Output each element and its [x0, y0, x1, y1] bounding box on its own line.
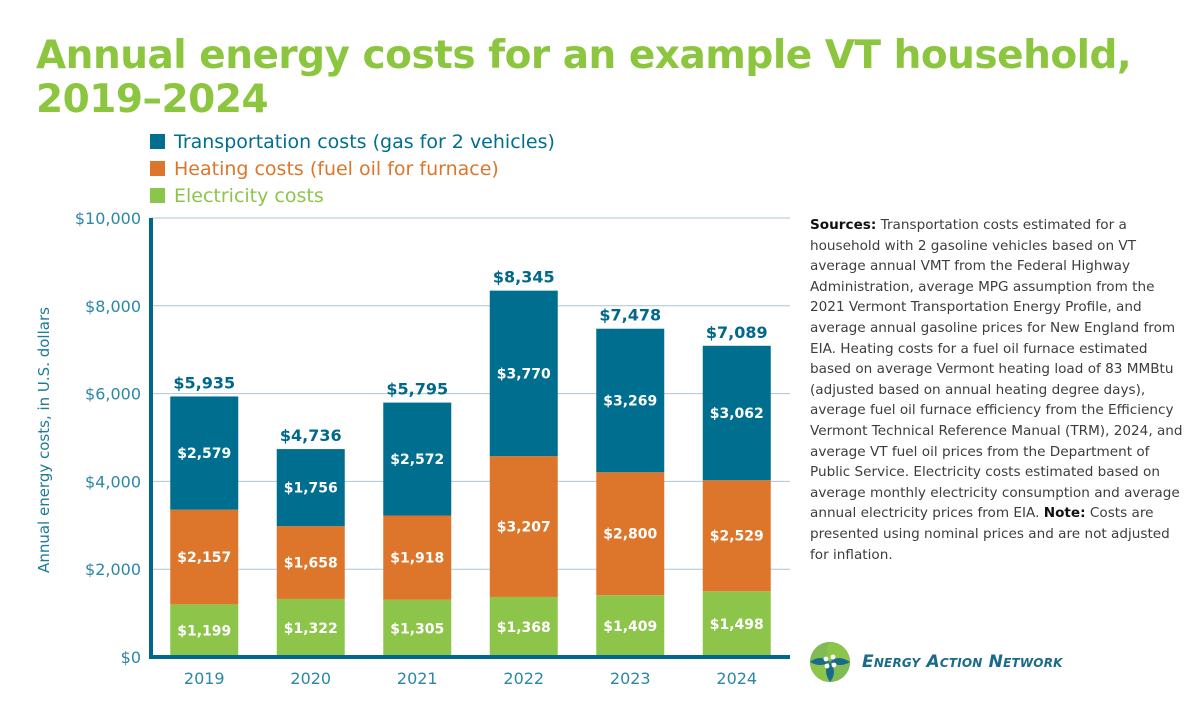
- total-value-label: $8,345: [493, 268, 555, 287]
- legend-swatch-electricity: [150, 188, 165, 203]
- gridlines: [151, 217, 790, 570]
- bar-segment-electricity: [383, 599, 452, 657]
- y-tick-label: $8,000: [85, 297, 141, 316]
- segment-value-label: $2,579: [177, 446, 231, 462]
- bar-segment-electricity: [170, 604, 239, 657]
- segment-value-label: $3,269: [603, 393, 657, 409]
- legend: Transportation costs (gas for 2 vehicles…: [150, 128, 555, 209]
- sources-text: Transportation costs estimated for a hou…: [810, 217, 1183, 522]
- sources-note: Sources: Transportation costs estimated …: [810, 215, 1190, 565]
- segment-value-label: $3,062: [710, 406, 764, 422]
- segment-value-label: $1,918: [390, 551, 444, 567]
- bar-segment-heating: [702, 480, 771, 592]
- legend-item-electricity: Electricity costs: [150, 182, 555, 209]
- bars: [170, 290, 771, 657]
- bar-segment-transportation: [383, 402, 452, 516]
- axes: $0 $2,000 $4,000 $6,000 $8,000 $10,000 2019 202…: [75, 209, 790, 688]
- bar-segment-heating: [596, 472, 665, 596]
- bar-labels: $1,199 $2,157 $2,579 $5,935 $1,322 $1,658 $1,7…: [173, 268, 767, 640]
- segment-value-label: $1,199: [177, 624, 231, 640]
- segment-value-label: $1,658: [284, 556, 338, 572]
- legend-item-heating: Heating costs (fuel oil for furnace): [150, 155, 555, 182]
- bar-segment-electricity: [276, 598, 345, 657]
- segment-value-label: $2,572: [390, 452, 444, 468]
- legend-label-electricity: Electricity costs: [174, 184, 324, 207]
- total-value-label: $5,795: [386, 380, 448, 399]
- x-tick-label: 2019: [184, 669, 225, 688]
- segment-value-label: $1,756: [284, 481, 338, 497]
- legend-label-transportation: Transportation costs (gas for 2 vehicles…: [174, 130, 555, 153]
- segment-value-label: $3,207: [497, 520, 551, 536]
- x-tick-label: 2023: [610, 669, 651, 688]
- y-tick-label: $2,000: [85, 560, 141, 579]
- ean-pinwheel-logo-icon: [810, 642, 850, 682]
- legend-swatch-transportation: [150, 134, 165, 149]
- total-value-label: $4,736: [280, 426, 342, 445]
- segment-value-label: $3,770: [497, 366, 551, 382]
- segment-value-label: $1,322: [284, 621, 338, 637]
- y-tick-label: $10,000: [75, 209, 141, 228]
- legend-label-heating: Heating costs (fuel oil for furnace): [174, 157, 499, 180]
- total-value-label: $7,089: [706, 323, 768, 342]
- total-value-label: $7,478: [599, 306, 661, 325]
- note-text: Costs are presented using nominal prices…: [810, 505, 1170, 563]
- chart-title: Annual energy costs for an example VT ho…: [36, 33, 1132, 122]
- bar-segment-transportation: [170, 396, 239, 510]
- x-tick-label: 2021: [397, 669, 438, 688]
- bar-segment-transportation: [596, 328, 665, 473]
- bar-segment-electricity: [702, 591, 771, 657]
- bar-segment-transportation: [702, 345, 771, 481]
- bar-segment-transportation: [489, 290, 558, 457]
- x-tick-label: 2022: [503, 669, 544, 688]
- bar-segment-transportation: [276, 449, 345, 527]
- y-tick-label: $6,000: [85, 385, 141, 404]
- x-tick-label: 2020: [290, 669, 331, 688]
- bar-segment-heating: [489, 456, 558, 597]
- note-label: Note:: [1043, 505, 1086, 522]
- segment-value-label: $2,157: [177, 550, 231, 566]
- segment-value-label: $1,368: [497, 620, 551, 636]
- segment-value-label: $2,529: [710, 529, 764, 545]
- total-value-label: $5,935: [173, 373, 235, 392]
- sources-label: Sources:: [810, 217, 877, 233]
- bar-segment-electricity: [489, 596, 558, 657]
- y-tick-label: $0: [121, 648, 141, 667]
- segment-value-label: $2,800: [603, 527, 657, 543]
- segment-value-label: $1,409: [603, 619, 657, 635]
- logo-text: Energy Action Network: [862, 652, 1063, 672]
- legend-item-transportation: Transportation costs (gas for 2 vehicles…: [150, 128, 555, 155]
- bar-segment-electricity: [596, 595, 665, 657]
- segment-value-label: $1,305: [390, 621, 444, 637]
- energy-action-network-logo: Energy Action Network: [808, 640, 1063, 684]
- bar-segment-heating: [276, 526, 345, 599]
- y-tick-label: $4,000: [85, 472, 141, 491]
- bar-segment-heating: [170, 509, 239, 605]
- bar-segment-heating: [383, 515, 452, 600]
- x-tick-label: 2024: [716, 669, 757, 688]
- segment-value-label: $1,498: [710, 617, 764, 633]
- legend-swatch-heating: [150, 161, 165, 176]
